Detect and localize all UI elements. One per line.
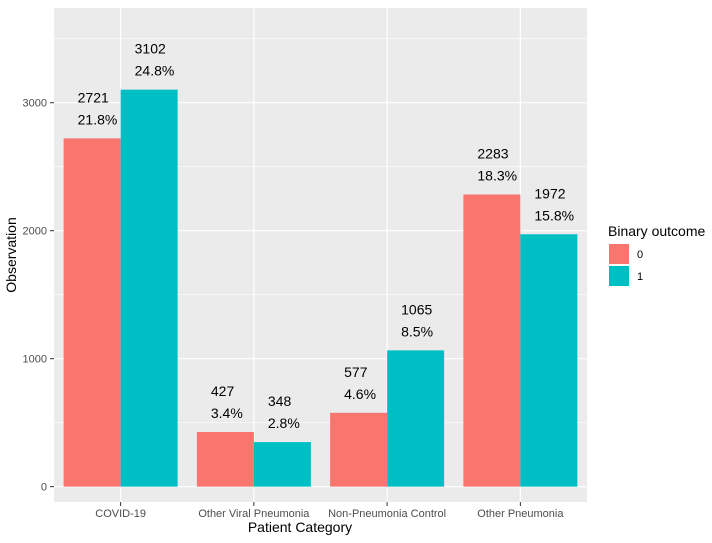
data-label-percent: 4.6% bbox=[344, 386, 376, 402]
y-tick-label: 2000 bbox=[23, 226, 47, 238]
legend-key-1 bbox=[609, 266, 629, 286]
bars bbox=[63, 89, 578, 487]
data-label-count: 348 bbox=[268, 393, 292, 409]
y-tick-label: 0 bbox=[41, 482, 47, 494]
data-labels: 2721 21.8% 427 3.4% 577 4.6% 2283 18.3% 3102 24.8… bbox=[78, 41, 574, 431]
x-axis-title: Patient Category bbox=[248, 519, 352, 535]
data-label-percent: 3.4% bbox=[211, 405, 243, 421]
x-tick-label: Other Pneumonia bbox=[477, 508, 564, 520]
x-tick-label: Non-Pneumonia Control bbox=[328, 508, 446, 520]
data-label-count: 1065 bbox=[401, 301, 432, 317]
legend-label-0: 0 bbox=[637, 249, 643, 261]
bar-series-1-1 bbox=[253, 442, 311, 487]
legend: Binary outcome 0 1 bbox=[608, 223, 705, 286]
data-label-count: 1972 bbox=[534, 185, 565, 201]
data-label-count: 577 bbox=[344, 364, 368, 380]
data-label-percent: 21.8% bbox=[78, 111, 118, 127]
y-tick-label: 1000 bbox=[23, 354, 47, 366]
data-label-count: 2283 bbox=[477, 145, 508, 161]
bar-series-1-0 bbox=[120, 89, 178, 487]
y-axis: 0 1000 2000 3000 bbox=[23, 98, 54, 494]
data-label-percent: 8.5% bbox=[401, 323, 433, 339]
data-label-percent: 18.3% bbox=[477, 167, 517, 183]
legend-label-1: 1 bbox=[637, 271, 643, 283]
data-label-count: 3102 bbox=[135, 41, 166, 57]
data-label-percent: 15.8% bbox=[534, 207, 574, 223]
data-label-percent: 2.8% bbox=[268, 415, 300, 431]
y-axis-title: Observation bbox=[3, 217, 19, 292]
x-tick-label: COVID-19 bbox=[95, 508, 146, 520]
data-label-count: 427 bbox=[211, 383, 235, 399]
bar-series-0-2 bbox=[330, 412, 388, 487]
x-axis: COVID-19 Other Viral Pneumonia Non-Pneumon… bbox=[95, 502, 564, 520]
legend-key-0 bbox=[609, 244, 629, 264]
bar-series-1-3 bbox=[520, 234, 578, 487]
legend-title: Binary outcome bbox=[608, 223, 705, 239]
bar-series-0-3 bbox=[463, 194, 521, 487]
data-label-count: 2721 bbox=[78, 89, 109, 105]
bar-series-0-1 bbox=[196, 431, 254, 487]
y-tick-label: 3000 bbox=[23, 98, 47, 110]
bar-series-0-0 bbox=[63, 138, 121, 487]
x-tick-label: Other Viral Pneumonia bbox=[198, 508, 310, 520]
bar-series-1-2 bbox=[387, 350, 445, 487]
data-label-percent: 24.8% bbox=[135, 63, 175, 79]
